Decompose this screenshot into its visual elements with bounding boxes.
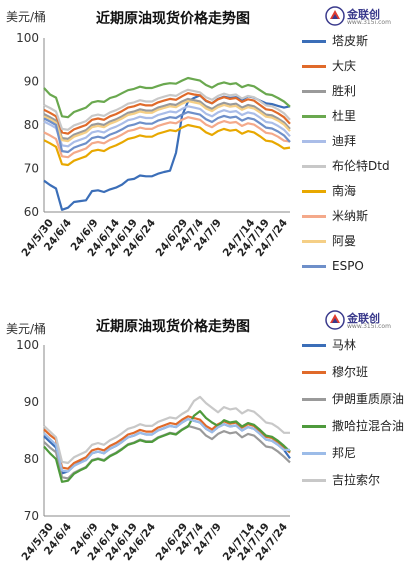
legend-label: 穆尔班 (332, 365, 369, 379)
legend-item-3: 杜里 (302, 109, 417, 124)
legend-label: 塔皮斯 (332, 34, 369, 48)
y-tick-label: 70 (24, 162, 39, 176)
series-line-4 (43, 105, 291, 148)
series-line-6 (43, 123, 291, 167)
logo-brand-text: 金联创 (347, 312, 380, 325)
series-line-1 (43, 92, 291, 135)
legend-label: 阿曼 (332, 234, 357, 248)
legend-swatch (302, 190, 326, 193)
brand-logo: 金联创 www.315i.com (325, 4, 409, 30)
legend-item-5: 吉拉索尔 (302, 473, 417, 488)
legend-item-1: 穆尔班 (302, 365, 417, 380)
y-tick-label: 80 (24, 452, 39, 466)
legend-item-4: 邦尼 (302, 446, 417, 461)
chart-title: 近期原油现货价格走势图 (96, 11, 250, 27)
legend-label: 伊朗重质原油 (332, 392, 405, 406)
legend-item-1: 大庆 (302, 59, 417, 74)
legend-item-3: 撒哈拉混合油 (302, 419, 417, 434)
legend-item-0: 塔皮斯 (302, 34, 417, 49)
logo-url-text: www.315i.com (347, 323, 391, 330)
legend-label: ESPO (332, 259, 364, 273)
chart-title: 近期原油现货价格走势图 (96, 319, 250, 335)
series-line-3 (43, 409, 291, 483)
legend-item-2: 胜利 (302, 84, 417, 99)
series-line-7 (43, 116, 291, 159)
legend-swatch (302, 165, 326, 168)
legend-swatch (302, 452, 326, 455)
series-line-5 (43, 88, 291, 131)
brand-logo: 金联创 www.315i.com (325, 308, 409, 334)
legend-label: 杜里 (332, 109, 357, 123)
y-tick-label: 100 (16, 31, 39, 45)
legend-item-8: 阿曼 (302, 234, 417, 249)
logo-url-text: www.315i.com (347, 19, 391, 26)
legend-label: 迪拜 (332, 134, 357, 148)
legend-swatch (302, 65, 326, 68)
legend-swatch (302, 425, 326, 428)
legend-swatch (302, 140, 326, 143)
series-line-5 (43, 395, 290, 465)
series-line-3 (43, 76, 291, 119)
legend-label: 邦尼 (332, 446, 357, 460)
chart-legend-2: 马林穆尔班伊朗重质原油 撒哈拉混合油 邦尼吉拉索尔 (302, 338, 417, 500)
logo-mark-icon (325, 310, 345, 330)
series-line-8 (43, 99, 291, 143)
legend-swatch (302, 479, 326, 482)
y-tick-label: 70 (24, 509, 39, 523)
legend-swatch (302, 215, 326, 218)
legend-swatch (302, 40, 326, 43)
y-axis-unit-label: 美元/桶 (6, 10, 47, 24)
legend-swatch (302, 265, 326, 268)
series-line-9 (43, 110, 291, 154)
y-tick-label: 90 (24, 395, 39, 409)
logo-brand-text: 金联创 (347, 8, 380, 21)
legend-swatch (302, 90, 326, 93)
legend-item-4: 迪拜 (302, 134, 417, 149)
legend-label: 撒哈拉混合油 (332, 419, 405, 433)
legend-item-5: 布伦特Dtd (302, 159, 417, 174)
legend-swatch (302, 371, 326, 374)
legend-swatch (302, 344, 326, 347)
line-chart-1: 6070809010024/5/3024/6/424/6/924/6/1424/… (16, 31, 291, 259)
legend-item-0: 马林 (302, 338, 417, 353)
chart-legend-1: 塔皮斯大庆胜利杜里迪拜布伦特Dtd 南海米纳斯阿曼 ESPO (302, 34, 417, 284)
legend-item-2: 伊朗重质原油 (302, 392, 417, 407)
legend-label: 胜利 (332, 84, 357, 98)
series-line-4 (43, 418, 290, 473)
legend-item-7: 米纳斯 (302, 209, 417, 224)
legend-swatch (302, 398, 326, 401)
legend-swatch (302, 115, 326, 118)
chart-panel-1: 美元/桶 近期原油现货价格走势图 金联创 www.315i.com 60 70 80… (6, 4, 417, 284)
series-line-2 (43, 97, 291, 140)
y-tick-label: 60 (24, 205, 39, 219)
legend-item-9: ESPO (302, 259, 417, 274)
legend-label: 南海 (332, 184, 357, 198)
logo-mark-icon (325, 6, 345, 26)
y-tick-label: 80 (24, 118, 39, 132)
line-chart-2: 70809010024/5/3024/6/424/6/924/6/1424/6/… (16, 338, 291, 563)
legend-label: 米纳斯 (332, 209, 369, 223)
y-tick-label: 90 (24, 75, 39, 89)
chart-panel-2: 美元/桶 近期原油现货价格走势图 金联创 www.315i.com 70 80 90… (0, 288, 419, 576)
legend-label: 布伦特Dtd (332, 159, 390, 173)
legend-label: 吉拉索尔 (332, 473, 381, 487)
legend-label: 马林 (332, 338, 357, 352)
y-tick-label: 100 (16, 338, 39, 352)
y-axis-unit-label: 美元/桶 (6, 322, 47, 336)
legend-item-6: 南海 (302, 184, 417, 199)
legend-label: 大庆 (332, 59, 357, 73)
legend-swatch (302, 240, 326, 243)
